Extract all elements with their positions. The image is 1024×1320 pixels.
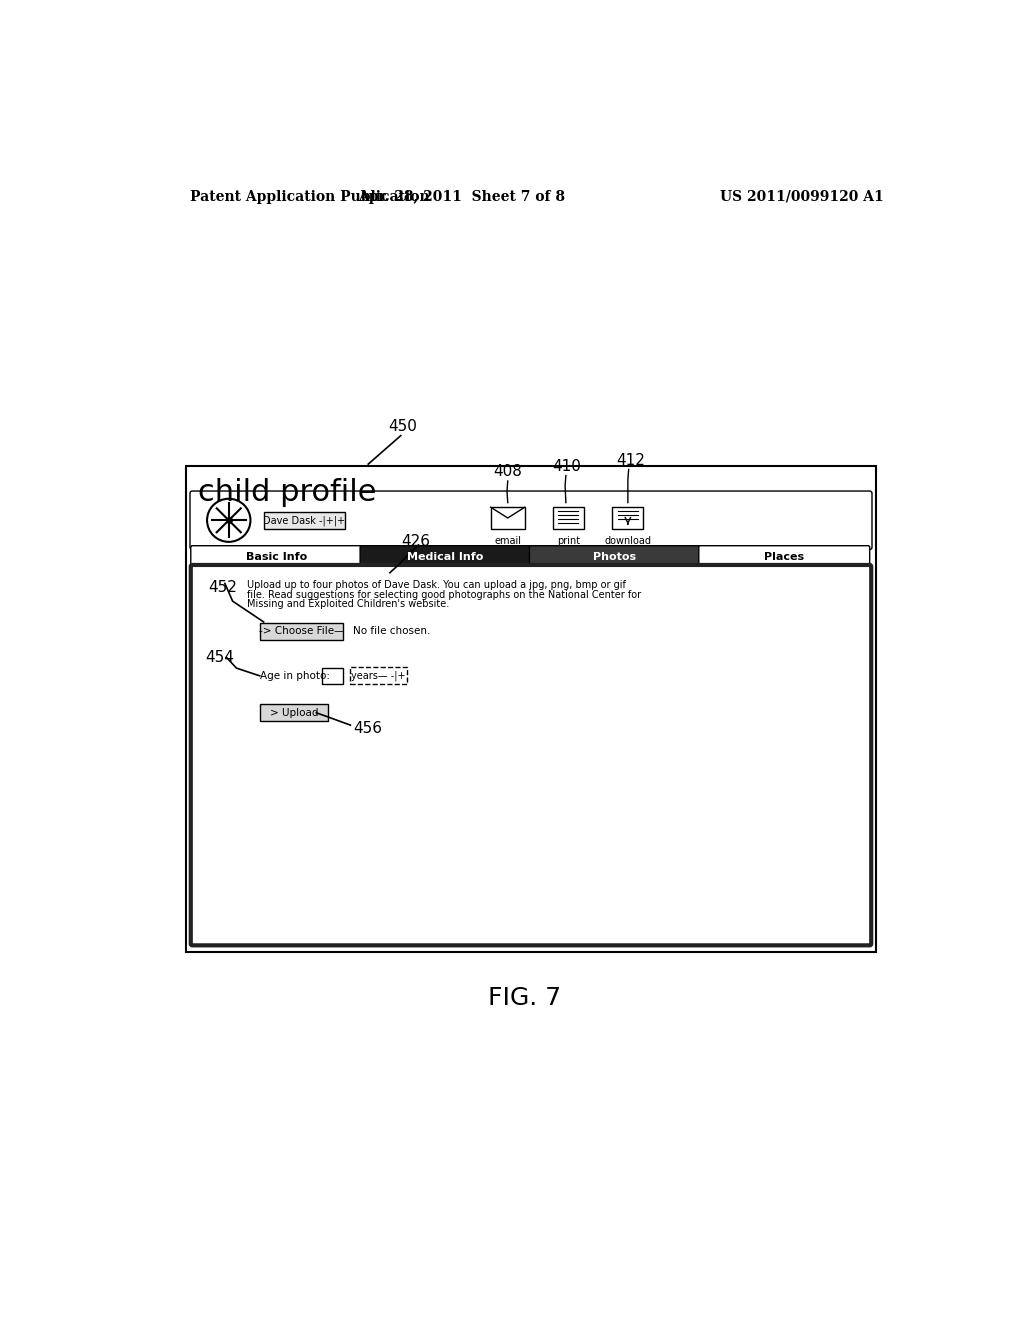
FancyBboxPatch shape (490, 507, 524, 529)
Text: Upload up to four photos of Dave Dask. You can upload a jpg, png, bmp or gif: Upload up to four photos of Dave Dask. Y… (247, 581, 626, 590)
Text: 410: 410 (552, 459, 581, 474)
FancyBboxPatch shape (190, 491, 872, 549)
Text: Basic Info: Basic Info (246, 552, 307, 562)
Text: 454: 454 (206, 649, 234, 665)
Text: Apr. 28, 2011  Sheet 7 of 8: Apr. 28, 2011 Sheet 7 of 8 (357, 190, 565, 203)
FancyBboxPatch shape (360, 545, 531, 568)
FancyBboxPatch shape (612, 507, 643, 529)
Text: 426: 426 (400, 535, 430, 549)
Text: > Upload: > Upload (269, 708, 318, 718)
FancyBboxPatch shape (263, 512, 345, 529)
Text: 412: 412 (615, 453, 645, 469)
Text: Photos: Photos (593, 552, 637, 562)
FancyBboxPatch shape (260, 705, 328, 721)
Text: Missing and Exploited Children's website.: Missing and Exploited Children's website… (247, 599, 449, 609)
FancyBboxPatch shape (190, 565, 871, 945)
Text: child profile: child profile (198, 478, 376, 507)
FancyBboxPatch shape (260, 623, 343, 640)
Text: Medical Info: Medical Info (408, 552, 483, 562)
Text: 456: 456 (352, 721, 382, 735)
Text: print: print (557, 536, 580, 546)
FancyBboxPatch shape (322, 668, 343, 684)
Text: email: email (495, 536, 521, 546)
FancyBboxPatch shape (349, 668, 407, 684)
Text: Age in photo:: Age in photo: (260, 671, 330, 681)
Text: 452: 452 (208, 581, 237, 595)
Text: US 2011/0099120 A1: US 2011/0099120 A1 (720, 190, 884, 203)
Text: 450: 450 (389, 418, 418, 434)
Text: Dave Dask -|+|+: Dave Dask -|+|+ (263, 515, 345, 525)
FancyBboxPatch shape (553, 507, 584, 529)
Text: -> Choose File—: -> Choose File— (259, 626, 344, 636)
FancyBboxPatch shape (186, 466, 876, 952)
Text: years— -|+: years— -|+ (351, 671, 406, 681)
Text: download: download (604, 536, 651, 546)
Text: FIG. 7: FIG. 7 (488, 986, 561, 1010)
Text: 408: 408 (494, 465, 522, 479)
Text: file. Read suggestions for selecting good photographs on the National Center for: file. Read suggestions for selecting goo… (247, 590, 641, 599)
Text: Patent Application Publication: Patent Application Publication (190, 190, 430, 203)
FancyBboxPatch shape (529, 545, 700, 568)
Text: No file chosen.: No file chosen. (352, 626, 430, 636)
FancyBboxPatch shape (698, 545, 869, 568)
Text: Places: Places (764, 552, 804, 562)
FancyBboxPatch shape (190, 545, 361, 568)
